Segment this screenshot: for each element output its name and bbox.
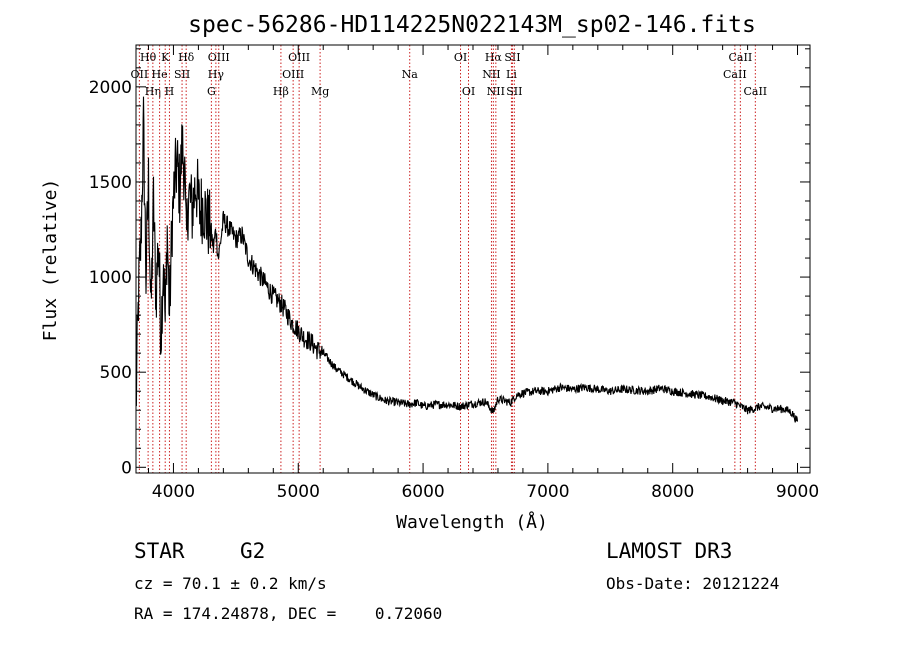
- line-marker-label: NII: [487, 85, 505, 98]
- y-tick-label: 1000: [89, 268, 132, 288]
- line-marker-label: Li: [506, 68, 517, 81]
- y-tick-label: 2000: [89, 78, 132, 98]
- line-marker-label: CaII: [723, 68, 747, 81]
- line-marker-label: CaII: [743, 85, 767, 98]
- line-marker-label: Hθ: [140, 51, 157, 64]
- line-marker-label: OI: [454, 51, 467, 64]
- line-marker-label: OI: [462, 85, 475, 98]
- line-marker-label: Na: [402, 68, 419, 81]
- x-tick-label: 7000: [526, 482, 569, 502]
- line-markers: Hθ OII Hη He K H SII Hδ OIII Hγ G Hβ OIII OIII Mg Na OI O…: [131, 45, 767, 473]
- x-tick-label: 6000: [401, 482, 444, 502]
- line-marker-label: OIII: [282, 68, 304, 81]
- coordinates: RA = 174.24878, DEC = 0.72060: [134, 604, 443, 623]
- line-marker-label: OIII: [208, 51, 230, 64]
- line-marker-label: CaII: [729, 51, 753, 64]
- line-marker-label: G: [207, 85, 216, 98]
- line-marker-label: Hη: [145, 85, 161, 98]
- y-axis-label: Flux (relative): [40, 179, 61, 342]
- plot-frame: [135, 44, 811, 474]
- line-marker-label: SII: [504, 51, 520, 64]
- y-tick-label: 0: [121, 458, 132, 478]
- line-marker-label: Hα: [485, 51, 503, 64]
- line-marker-label: OII: [131, 68, 149, 81]
- object-class: STAR: [134, 539, 185, 563]
- line-marker-label: SII: [174, 68, 190, 81]
- axes: 4000 5000 6000 7000 8000 9000 0 500 1000 1500 2000: [89, 44, 819, 502]
- y-tick-label: 500: [100, 363, 132, 383]
- survey-name: LAMOST DR3: [606, 539, 733, 563]
- line-marker-label: Hγ: [208, 68, 225, 81]
- y-tick-label: 1500: [89, 173, 132, 193]
- x-tick-label: 5000: [277, 482, 320, 502]
- line-marker-label: K: [161, 51, 170, 64]
- obs-date: Obs-Date: 20121224: [606, 574, 780, 593]
- line-marker-label: He: [152, 68, 168, 81]
- line-marker-label: Hβ: [273, 85, 289, 98]
- series-line-flux: [135, 96, 799, 423]
- x-axis-label: Wavelength (Å): [396, 511, 548, 533]
- x-tick-label: 4000: [152, 482, 195, 502]
- object-subclass: G2: [240, 539, 266, 563]
- redshift-text: cz = 70.1 ± 0.2 km/s: [134, 574, 327, 593]
- line-marker-label: H: [165, 85, 175, 98]
- line-marker-label: Mg: [311, 85, 329, 98]
- line-marker-label: SII: [506, 85, 522, 98]
- x-tick-label: 8000: [651, 482, 694, 502]
- x-tick-label: 9000: [776, 482, 819, 502]
- spectrum-series: [135, 96, 799, 423]
- chart-title: spec-56286-HD114225N022143M_sp02-146.fit…: [188, 12, 756, 38]
- line-marker-label: OIII: [288, 51, 310, 64]
- line-marker-label: NII: [482, 68, 500, 81]
- line-marker-label: Hδ: [178, 51, 195, 64]
